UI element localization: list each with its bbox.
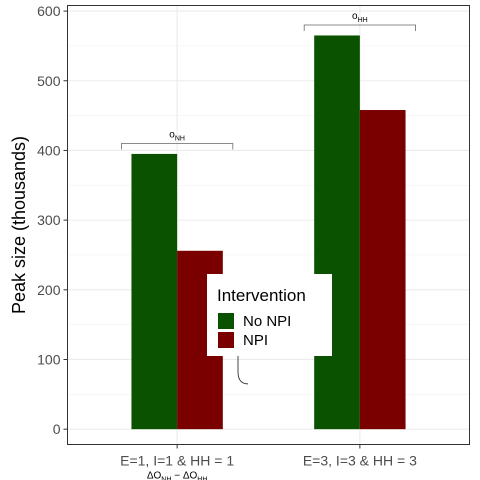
annotation-label: ΔONH − ΔOHH [147, 471, 208, 480]
y-tick-label: 400 [37, 142, 61, 158]
annotation-bracket [303, 24, 416, 32]
x-tick-label: E=3, I=3 & HH = 3 [303, 453, 417, 469]
panel-border [67, 5, 470, 445]
y-tick-label: 100 [37, 351, 61, 367]
y-tick-label: 600 [37, 3, 61, 19]
bars [131, 35, 406, 430]
legend-label: NPI [243, 332, 268, 349]
x-axis: E=1, I=1 & HH = 1 E=3, I=3 & HH = 3 [120, 444, 417, 469]
y-tick-label: 300 [37, 212, 61, 228]
annotation-label: oNH [169, 129, 185, 142]
y-axis-label: Peak size (thousands) [9, 136, 29, 314]
legend: Intervention No NPI NPI [207, 274, 332, 356]
bar [131, 153, 178, 430]
panel-background [67, 5, 470, 445]
y-tick-label: 500 [37, 73, 61, 89]
legend-label: No NPI [243, 313, 291, 330]
annotation-bracket [121, 143, 234, 150]
legend-swatch [218, 313, 234, 329]
annotation-label: oHH [352, 11, 368, 24]
bar [359, 110, 406, 430]
legend-swatch [218, 332, 234, 348]
y-axis: 0 100 200 300 400 500 600 [37, 3, 68, 437]
y-tick-label: 0 [53, 421, 61, 437]
legend-title: Intervention [217, 286, 306, 305]
bar [314, 35, 360, 430]
x-tick-label: E=1, I=1 & HH = 1 [120, 453, 234, 469]
y-tick-label: 200 [37, 282, 61, 298]
